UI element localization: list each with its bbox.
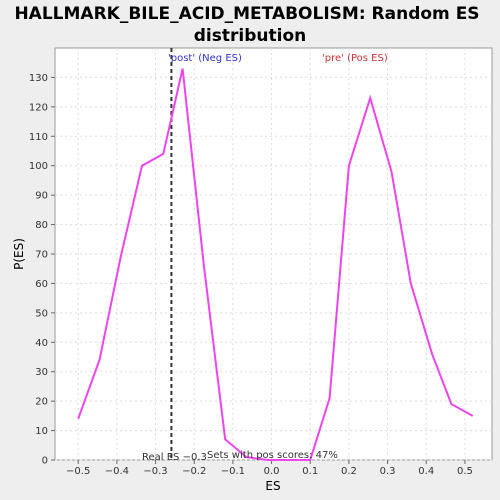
y-tick-label: 120	[29, 102, 48, 113]
x-tick-label: 0.5	[457, 466, 473, 477]
x-tick-label: −0.5	[66, 466, 90, 477]
y-tick-label: 100	[29, 161, 48, 172]
y-tick-label: 10	[35, 426, 48, 437]
y-tick-label: 110	[29, 132, 48, 143]
es-distribution-line	[77, 68, 474, 461]
x-tick-label: 0.2	[341, 466, 357, 477]
grid	[55, 48, 492, 461]
y-tick-label: 20	[35, 397, 48, 408]
y-axis: 0 10 20 30 40 50 60 70 80 90 100 110 120 130	[29, 73, 55, 467]
x-tick-label: −0.3	[143, 466, 167, 477]
y-tick-label: 80	[35, 220, 48, 231]
pos-es-label: 'pre' (Pos ES)	[322, 53, 388, 64]
x-tick-label: −0.1	[221, 466, 245, 477]
y-tick-label: 90	[35, 191, 48, 202]
y-tick-label: 130	[29, 73, 48, 84]
neg-es-label: 'post' (Neg ES)	[168, 53, 242, 64]
y-tick-label: 70	[35, 250, 48, 261]
y-tick-label: 50	[35, 308, 48, 319]
chart-title-line-2: distribution	[194, 26, 306, 46]
chart-title-line-1: HALLMARK_BILE_ACID_METABOLISM: Random ES	[14, 4, 479, 24]
x-tick-label: −0.4	[105, 466, 129, 477]
x-axis: −0.5 −0.4 −0.3 −0.2 −0.1 0.0 0.1 0.2 0.3 0.4 0.5	[66, 460, 473, 477]
x-tick-label: 0.1	[302, 466, 318, 477]
y-tick-label: 60	[35, 279, 48, 290]
x-tick-label: 0.0	[264, 466, 280, 477]
y-axis-label: P(ES)	[12, 238, 26, 270]
x-axis-label: ES	[265, 479, 280, 493]
plot-area	[54, 47, 493, 461]
y-tick-label: 0	[42, 456, 48, 467]
y-tick-label: 30	[35, 367, 48, 378]
sets-pos-scores-annotation: Sets with pos scores: 47%	[207, 450, 338, 461]
x-tick-label: −0.2	[182, 466, 206, 477]
y-tick-label: 40	[35, 338, 48, 349]
x-tick-label: 0.3	[380, 466, 396, 477]
real-es-annotation: Real ES −0.3	[142, 452, 207, 463]
x-tick-label: 0.4	[418, 466, 434, 477]
